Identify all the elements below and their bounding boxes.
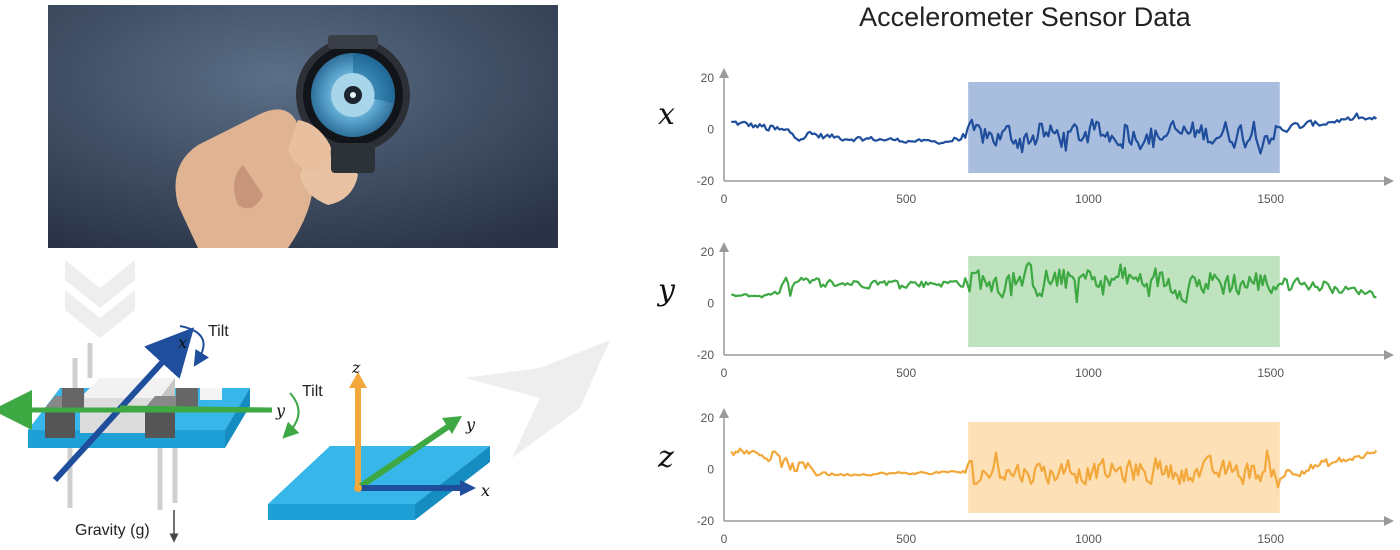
- y-tick-label: 0: [707, 463, 714, 477]
- chart-title: Accelerometer Sensor Data: [859, 2, 1191, 32]
- series-line-z: [730, 447, 1378, 489]
- plate-axis-y-label: y: [465, 415, 476, 434]
- x-tick-label: 500: [896, 366, 916, 380]
- tilt-x-arrow: [179, 325, 210, 367]
- y-tick-label: 20: [701, 245, 715, 259]
- x-tick-label: 0: [721, 532, 728, 546]
- x-tick-label: 0: [721, 192, 728, 206]
- sensor-board: [0, 327, 273, 510]
- orientation-plate: [268, 372, 490, 520]
- chart-axis-label-y: y: [656, 273, 676, 308]
- x-tick-label: 1500: [1257, 366, 1284, 380]
- x-axis-arrow: [1384, 176, 1394, 186]
- sensor-axis-y-label: y: [275, 401, 286, 420]
- y-axis-arrow: [719, 408, 729, 418]
- x-tick-label: 1500: [1257, 532, 1284, 546]
- smartwatch-photo: [48, 5, 558, 248]
- chart-axis-label-z: z: [657, 440, 674, 475]
- y-tick-label: -20: [697, 174, 715, 188]
- series-line-y: [731, 261, 1377, 304]
- chart-z: z 20 0 -20 0 500 1000 1500: [657, 408, 1394, 546]
- right-chevron-icon: [465, 340, 610, 458]
- tilt-x-label: Tilt: [208, 323, 229, 340]
- y-axis-arrow: [719, 242, 729, 252]
- series-line-x: [731, 112, 1378, 155]
- y-tick-label: 0: [707, 297, 714, 311]
- chart-x: x 20 0 -20 0 500 1000 1500: [658, 68, 1394, 206]
- x-tick-label: 1500: [1257, 192, 1284, 206]
- down-chevron-icon: [65, 260, 135, 338]
- x-tick-label: 1000: [1075, 532, 1102, 546]
- tilt-y-label: Tilt: [302, 383, 323, 400]
- x-tick-label: 500: [896, 192, 916, 206]
- gravity-label: Gravity (g): [75, 522, 150, 539]
- chart-y: y 20 0 -20 0 500 1000 1500: [656, 242, 1394, 380]
- accelerometer-charts: x 20 0 -20 0 500 1000 1500 y 20 0 -20 0 500 1000 1500 z 2…: [656, 68, 1394, 546]
- accelerometer-diagram: x Tilt y Tilt Gravity (g) z y x: [0, 260, 610, 543]
- x-axis-arrow: [1384, 350, 1394, 360]
- y-tick-label: 0: [707, 123, 714, 137]
- highlight-region: [968, 422, 1280, 513]
- x-tick-label: 500: [896, 532, 916, 546]
- chart-axis-label-x: x: [658, 97, 675, 132]
- y-tick-label: 20: [701, 411, 715, 425]
- x-axis-arrow: [1384, 516, 1394, 526]
- y-tick-label: 20: [701, 71, 715, 85]
- plate-axis-z-label: z: [351, 358, 361, 377]
- y-tick-label: -20: [697, 348, 715, 362]
- y-tick-label: -20: [697, 514, 715, 528]
- tilt-y-arrow: [282, 392, 300, 439]
- plate-axis-x-label: x: [481, 481, 490, 500]
- sensor-axis-x-label: x: [178, 333, 187, 352]
- y-axis-arrow: [719, 68, 729, 78]
- x-tick-label: 1000: [1075, 366, 1102, 380]
- x-tick-label: 0: [721, 366, 728, 380]
- x-tick-label: 1000: [1075, 192, 1102, 206]
